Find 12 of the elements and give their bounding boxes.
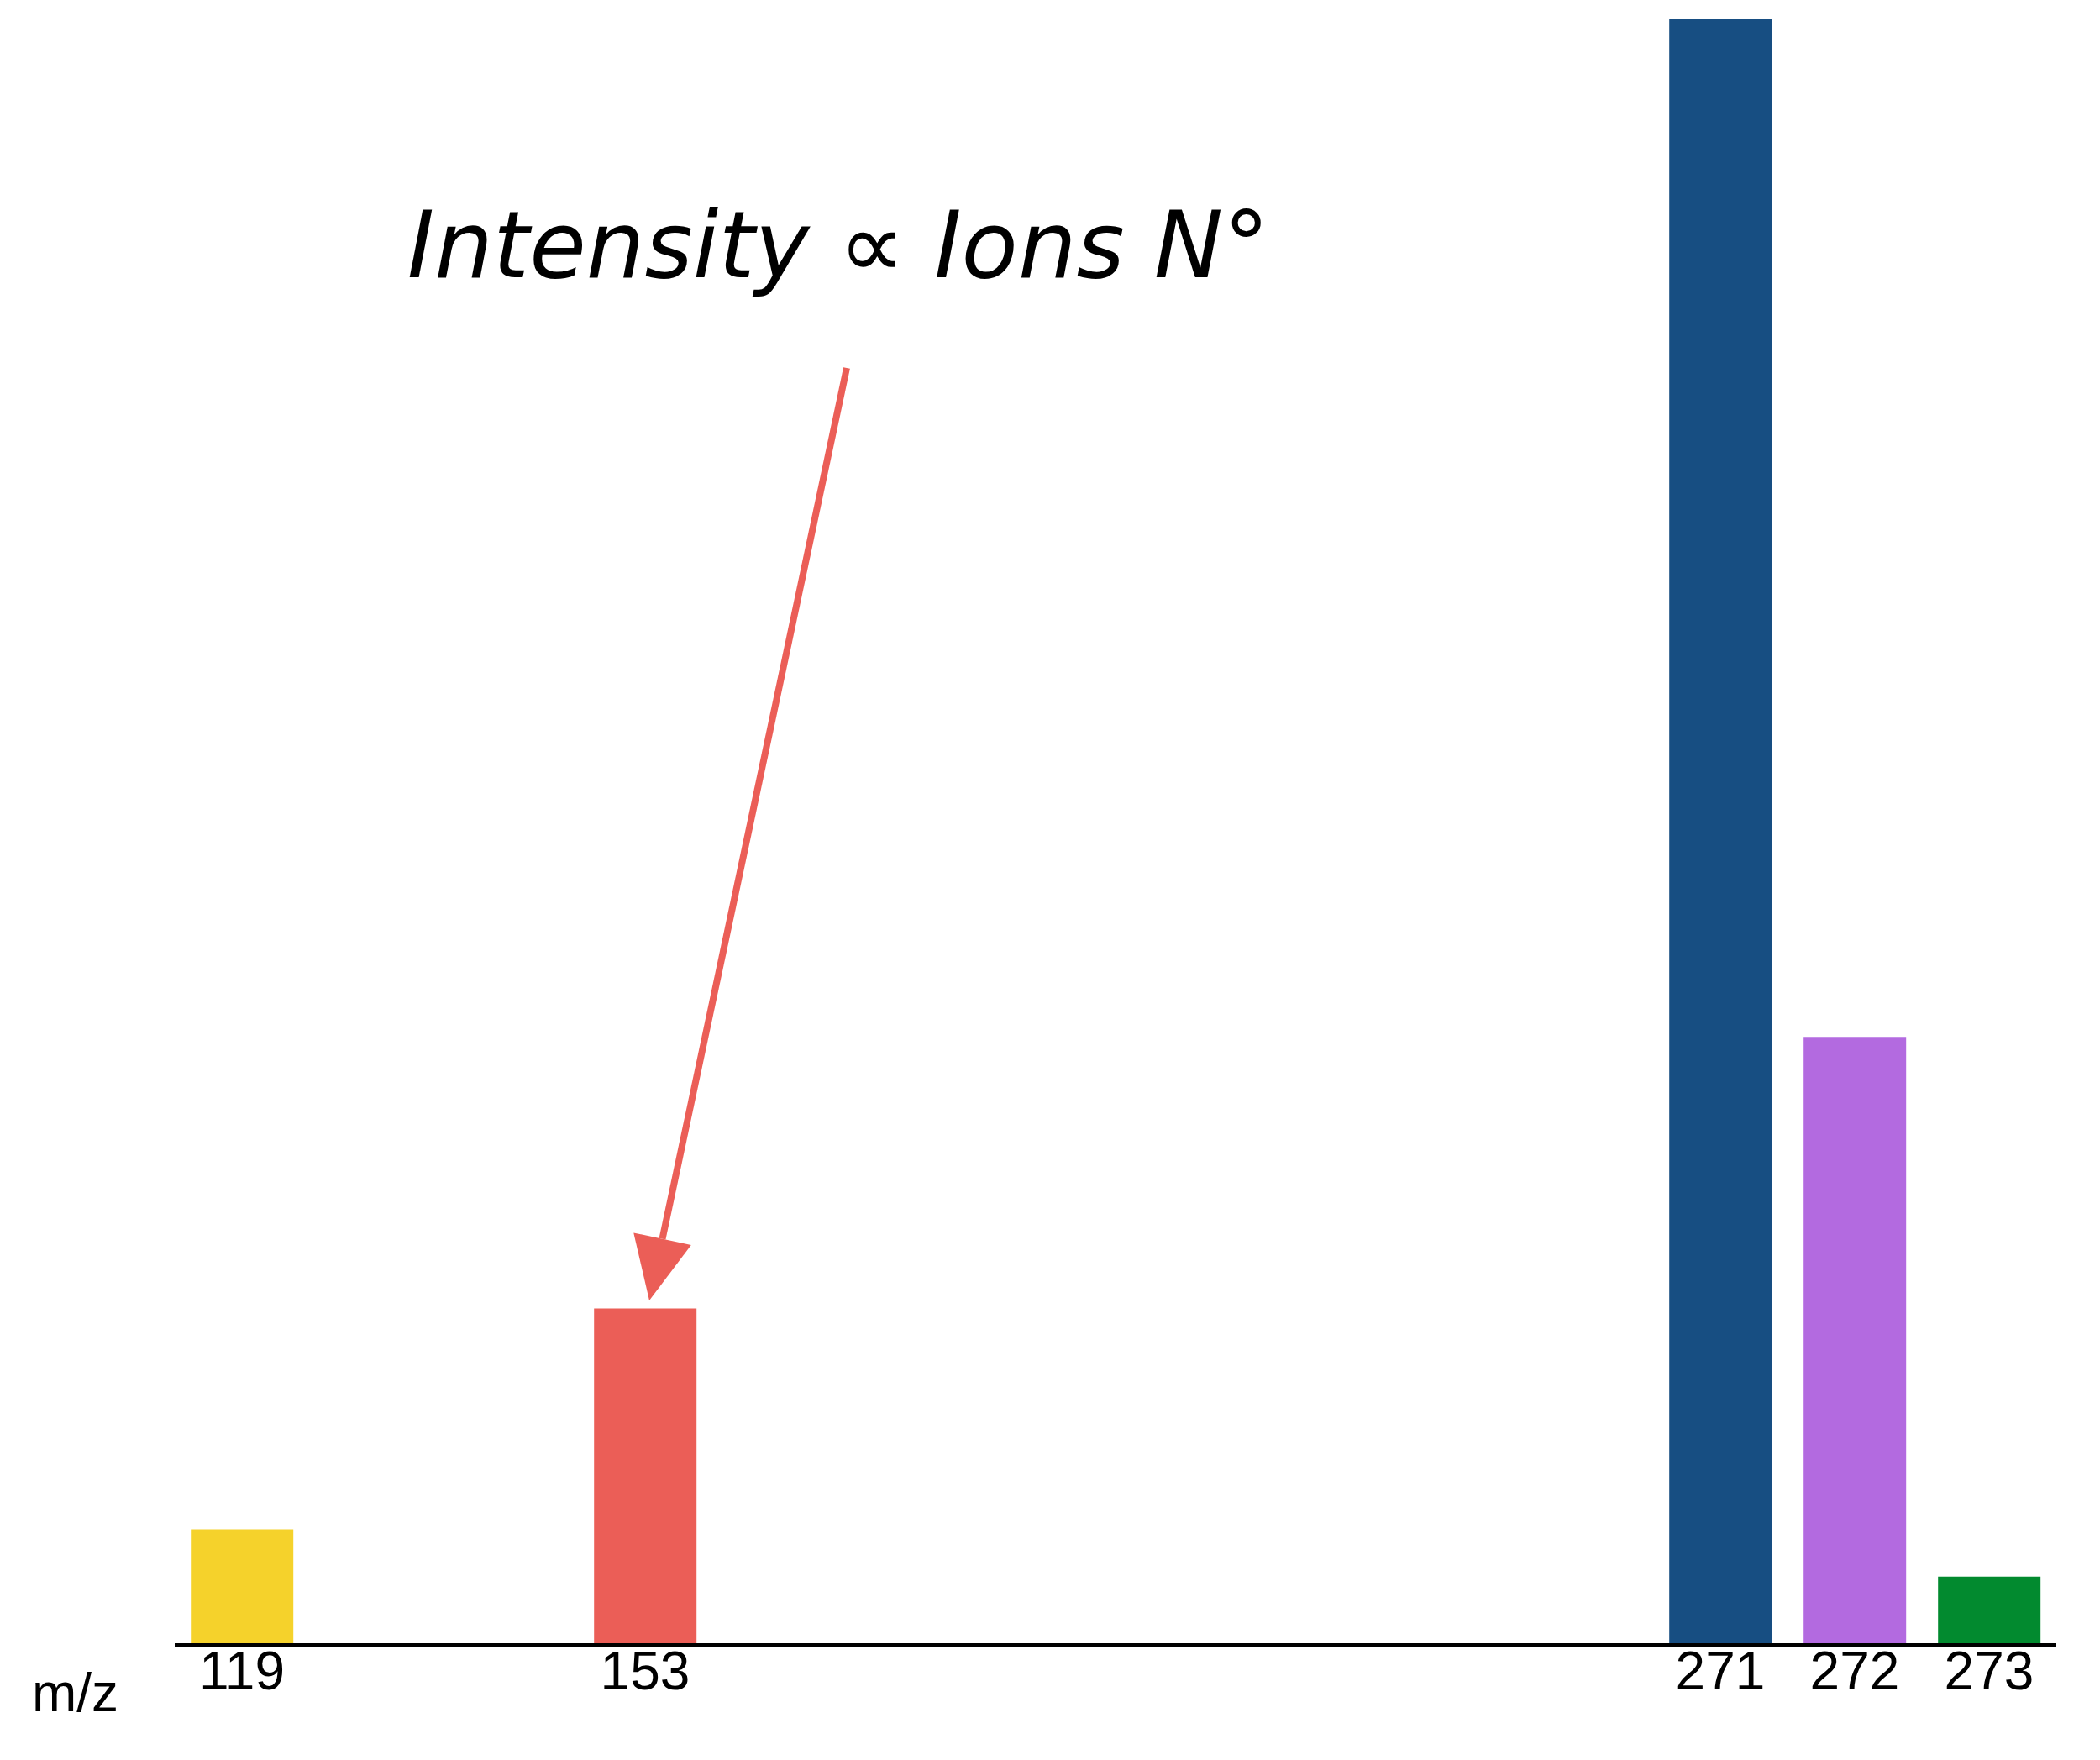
bar [191, 1529, 294, 1645]
x-tick-label: 271 [1675, 1641, 1766, 1702]
x-tick-label: 153 [600, 1641, 690, 1702]
annotation: Intensity ∝ Ions N° [406, 192, 1271, 299]
x-tick-label: 119 [198, 1641, 286, 1702]
bar [1938, 1576, 2041, 1645]
bar [1803, 1037, 1907, 1645]
bar [594, 1308, 697, 1645]
bar [1669, 19, 1772, 1645]
x-axis-title: m/z [32, 1662, 119, 1724]
x-tick-label: 273 [1944, 1641, 2034, 1702]
x-tick-label: 272 [1809, 1641, 1900, 1702]
